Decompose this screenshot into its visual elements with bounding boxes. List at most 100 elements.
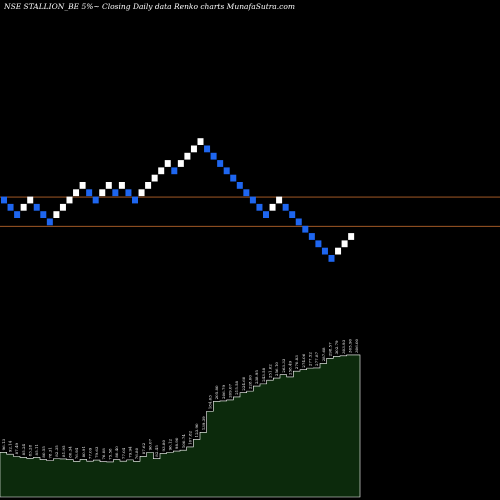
up-brick (177, 160, 184, 167)
volume-label: 79.94 (128, 446, 133, 458)
volume-label: 306.00 (354, 338, 359, 352)
volume-label: 206.79 (221, 385, 226, 399)
down-brick (14, 211, 21, 218)
volume-label: 209.07 (228, 383, 233, 397)
volume-label: 302.79 (334, 340, 339, 354)
volume-label: 98.90 (174, 437, 179, 449)
down-brick (125, 189, 132, 197)
volume-label: 76.80 (134, 447, 139, 459)
down-brick (295, 218, 302, 226)
down-brick (249, 196, 256, 204)
down-brick (204, 145, 211, 153)
volume-label: 80.40 (114, 446, 119, 458)
up-brick (145, 182, 152, 189)
up-brick (99, 189, 106, 197)
down-brick (217, 160, 224, 167)
volume-label: 100.74 (181, 434, 186, 448)
down-brick (236, 182, 243, 189)
down-brick (223, 167, 230, 175)
volume-label: 82.35 (54, 445, 59, 457)
down-brick (256, 203, 263, 211)
up-brick (164, 160, 171, 167)
up-brick (269, 203, 276, 211)
volume-label: 82.45 (154, 445, 159, 457)
up-brick (53, 211, 60, 218)
volume-label: 79.63 (94, 446, 99, 458)
volume-label: 263.33 (281, 358, 286, 372)
down-brick (40, 211, 47, 218)
up-brick (20, 203, 27, 211)
volume-label: 78.31 (48, 447, 53, 458)
down-brick (46, 218, 53, 226)
volume-labels: 96.13 92.14 87.49 85.24 83.28 85.11 80.55 78.31… (1, 338, 359, 459)
volume-label: 80.34 (68, 446, 73, 458)
up-brick (27, 196, 34, 204)
down-brick (321, 247, 328, 255)
volume-label: 277.52 (308, 352, 313, 366)
up-brick (151, 174, 158, 182)
up-brick (184, 152, 191, 160)
up-brick (335, 247, 342, 255)
down-brick (230, 174, 237, 182)
volume-label: 75.58 (108, 448, 113, 460)
down-brick (328, 255, 335, 262)
down-brick (282, 203, 289, 211)
volume-label: 87.62 (141, 442, 146, 454)
volume-label: 305.90 (348, 338, 353, 352)
volume-label: 80.55 (41, 446, 46, 458)
volume-label: 107.82 (188, 430, 193, 444)
down-brick (289, 211, 296, 218)
down-brick (263, 211, 269, 218)
volume-label: 85.11 (34, 444, 39, 455)
volume-label: 243.58 (261, 367, 266, 381)
volume-label: 238.95 (254, 370, 259, 384)
volume-label: 77.09 (88, 447, 93, 459)
up-brick (341, 240, 348, 248)
volume-label: 258.49 (288, 361, 293, 375)
up-brick (276, 196, 283, 204)
volume-label: 80.91 (81, 446, 86, 457)
volume-label: 228.00 (248, 375, 253, 389)
up-brick (190, 145, 197, 153)
volume-label: 92.14 (8, 440, 13, 452)
volume-label: 96.12 (168, 438, 173, 450)
volume-label: 76.94 (74, 447, 79, 459)
volume-label: 205.80 (214, 385, 219, 399)
volume-label: 256.10 (274, 362, 279, 376)
down-brick (33, 203, 40, 211)
volume-label: 85.24 (21, 444, 26, 456)
volume-label: 96.13 (1, 438, 6, 450)
volume-label: 123.90 (194, 423, 199, 437)
up-brick (118, 182, 125, 189)
up-brick (197, 138, 204, 145)
volume-label: 224.60 (241, 376, 246, 390)
down-brick (302, 225, 309, 233)
down-brick (308, 233, 315, 240)
down-brick (243, 189, 250, 197)
volume-label: 81.95 (61, 445, 66, 457)
down-brick (112, 189, 119, 197)
volume-label: 287.68 (321, 347, 326, 361)
down-brick (86, 189, 93, 197)
up-brick (348, 233, 355, 240)
volume-label: 76.08 (101, 448, 106, 460)
down-brick (7, 203, 14, 211)
volume-label: 96.07 (148, 438, 153, 450)
volume-label: 274.06 (301, 353, 306, 367)
volume-label: 277.87 (314, 352, 319, 366)
down-brick (171, 167, 178, 175)
down-brick (315, 240, 322, 248)
up-brick (79, 182, 86, 189)
volume-label: 139.39 (201, 416, 206, 430)
volume-label: 83.28 (28, 444, 33, 456)
volume-label: 303.93 (341, 339, 346, 353)
renko-bricks (1, 138, 355, 262)
volume-label: 87.49 (14, 442, 19, 454)
volume-label: 298.57 (328, 342, 333, 356)
volume-label: 93.80 (161, 440, 166, 452)
down-brick (92, 196, 99, 204)
up-brick (138, 189, 145, 197)
volume-panel (0, 354, 361, 498)
